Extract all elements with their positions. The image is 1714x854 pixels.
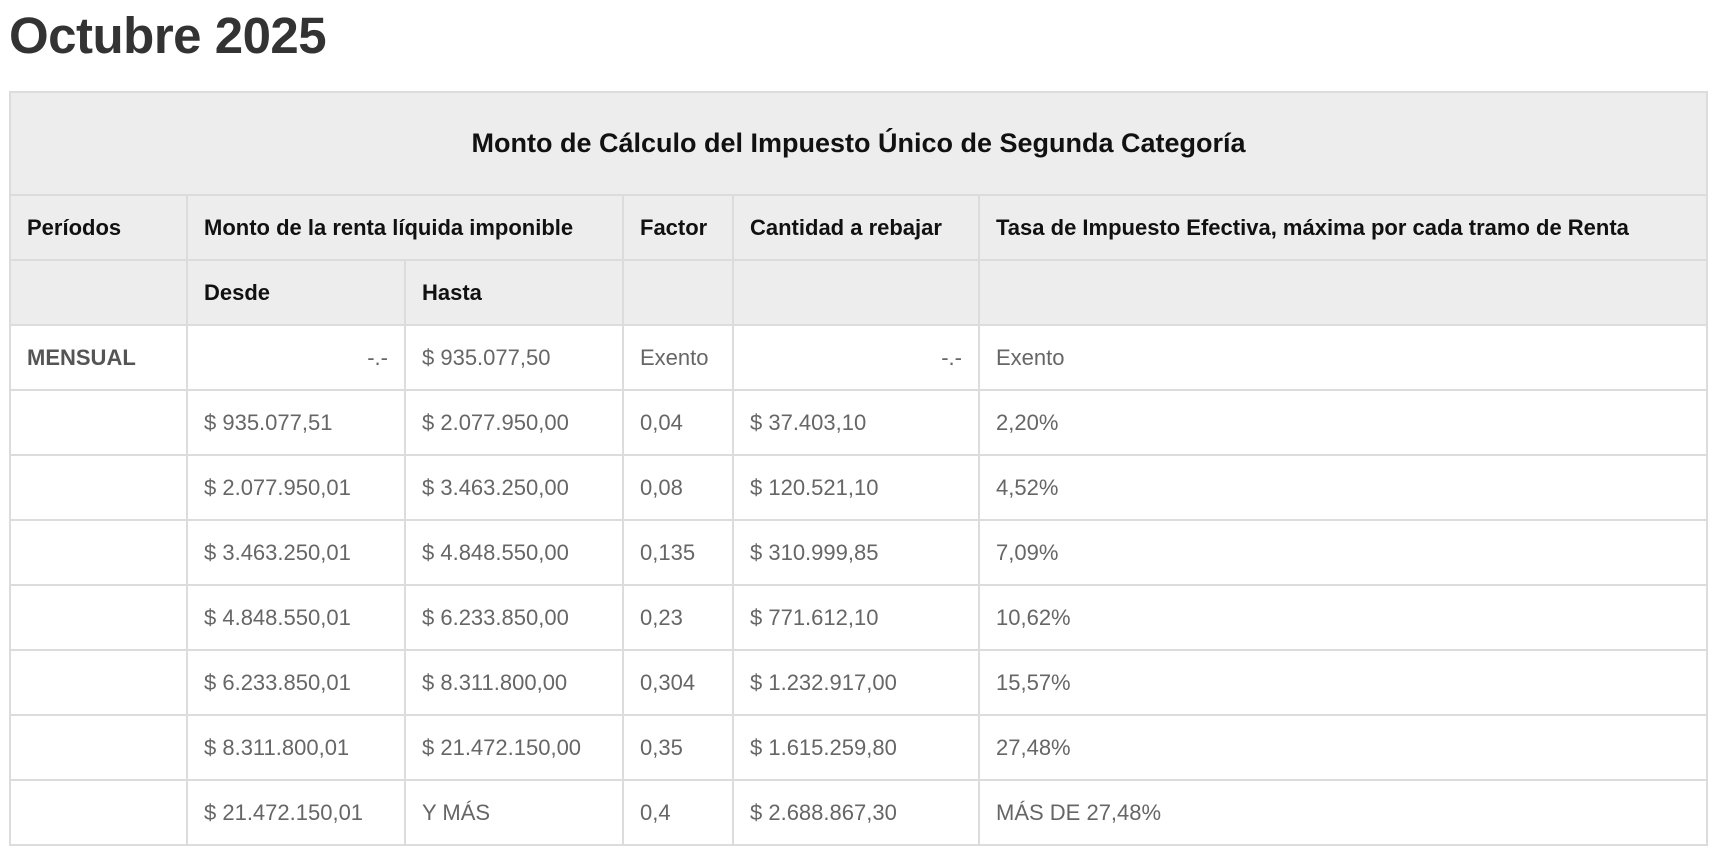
cell-desde: $ 935.077,51 — [186, 389, 406, 456]
cell-desde: -.- — [186, 324, 406, 391]
page-title: Octubre 2025 — [9, 7, 327, 64]
cell-tasa: MÁS DE 27,48% — [977, 779, 1709, 846]
subheader-empty — [9, 259, 188, 326]
cell-cantidad: $ 37.403,10 — [732, 389, 980, 456]
cell-hasta: $ 3.463.250,00 — [404, 454, 624, 521]
table-row: MENSUAL -.- $ 935.077,50 Exento -.- Exen… — [9, 324, 1709, 391]
cell-hasta: $ 4.848.550,00 — [404, 519, 624, 586]
cell-tasa: 15,57% — [977, 649, 1709, 716]
cell-cantidad: $ 1.615.259,80 — [732, 714, 980, 781]
cell-periodo — [9, 454, 188, 521]
table-caption: Monto de Cálculo del Impuesto Único de S… — [8, 91, 1709, 196]
cell-desde: $ 3.463.250,01 — [186, 519, 406, 586]
cell-cantidad: $ 771.612,10 — [732, 584, 980, 651]
table-row: $ 3.463.250,01 $ 4.848.550,00 0,135 $ 31… — [9, 519, 1709, 586]
table-row: $ 935.077,51 $ 2.077.950,00 0,04 $ 37.40… — [9, 389, 1709, 456]
subheader-empty — [732, 259, 980, 326]
header-periodos: Períodos — [9, 194, 188, 261]
subheader-empty — [977, 259, 1709, 326]
cell-factor: 0,08 — [622, 454, 734, 521]
table-row: $ 2.077.950,01 $ 3.463.250,00 0,08 $ 120… — [9, 454, 1709, 521]
cell-periodo — [9, 519, 188, 586]
cell-tasa: 2,20% — [977, 389, 1709, 456]
cell-factor: 0,304 — [622, 649, 734, 716]
table-row: $ 8.311.800,01 $ 21.472.150,00 0,35 $ 1.… — [9, 714, 1709, 781]
cell-hasta: $ 8.311.800,00 — [404, 649, 624, 716]
cell-periodo: MENSUAL — [9, 324, 188, 391]
cell-periodo — [9, 649, 188, 716]
cell-cantidad: $ 310.999,85 — [732, 519, 980, 586]
table-caption-row: Monto de Cálculo del Impuesto Único de S… — [8, 91, 1709, 196]
cell-tasa: Exento — [977, 324, 1709, 391]
cell-factor: 0,4 — [622, 779, 734, 846]
cell-periodo — [9, 584, 188, 651]
cell-tasa: 27,48% — [977, 714, 1709, 781]
cell-periodo — [9, 389, 188, 456]
cell-desde: $ 2.077.950,01 — [186, 454, 406, 521]
table-row: $ 6.233.850,01 $ 8.311.800,00 0,304 $ 1.… — [9, 649, 1709, 716]
subheader-empty — [622, 259, 734, 326]
cell-cantidad: -.- — [732, 324, 980, 391]
table-subheader-row: Desde Hasta — [9, 259, 1709, 326]
cell-factor: 0,04 — [622, 389, 734, 456]
cell-hasta: $ 21.472.150,00 — [404, 714, 624, 781]
cell-hasta: $ 935.077,50 — [404, 324, 624, 391]
subheader-desde: Desde — [186, 259, 406, 326]
cell-desde: $ 4.848.550,01 — [186, 584, 406, 651]
cell-cantidad: $ 2.688.867,30 — [732, 779, 980, 846]
cell-desde: $ 8.311.800,01 — [186, 714, 406, 781]
cell-tasa: 10,62% — [977, 584, 1709, 651]
cell-desde: $ 21.472.150,01 — [186, 779, 406, 846]
cell-factor: Exento — [622, 324, 734, 391]
cell-cantidad: $ 120.521,10 — [732, 454, 980, 521]
cell-periodo — [9, 779, 188, 846]
cell-hasta: Y MÁS — [404, 779, 624, 846]
cell-desde: $ 6.233.850,01 — [186, 649, 406, 716]
cell-periodo — [9, 714, 188, 781]
cell-factor: 0,35 — [622, 714, 734, 781]
cell-factor: 0,135 — [622, 519, 734, 586]
cell-tasa: 4,52% — [977, 454, 1709, 521]
header-cantidad: Cantidad a rebajar — [732, 194, 980, 261]
table-row: $ 21.472.150,01 Y MÁS 0,4 $ 2.688.867,30… — [9, 779, 1709, 846]
tax-table: Monto de Cálculo del Impuesto Único de S… — [8, 91, 1709, 846]
header-monto: Monto de la renta líquida imponible — [186, 194, 624, 261]
table-row: $ 4.848.550,01 $ 6.233.850,00 0,23 $ 771… — [9, 584, 1709, 651]
header-factor: Factor — [622, 194, 734, 261]
subheader-hasta: Hasta — [404, 259, 624, 326]
cell-hasta: $ 2.077.950,00 — [404, 389, 624, 456]
table-header-row: Períodos Monto de la renta líquida impon… — [9, 194, 1709, 261]
cell-hasta: $ 6.233.850,00 — [404, 584, 624, 651]
header-tasa: Tasa de Impuesto Efectiva, máxima por ca… — [977, 194, 1709, 261]
cell-factor: 0,23 — [622, 584, 734, 651]
cell-tasa: 7,09% — [977, 519, 1709, 586]
cell-cantidad: $ 1.232.917,00 — [732, 649, 980, 716]
